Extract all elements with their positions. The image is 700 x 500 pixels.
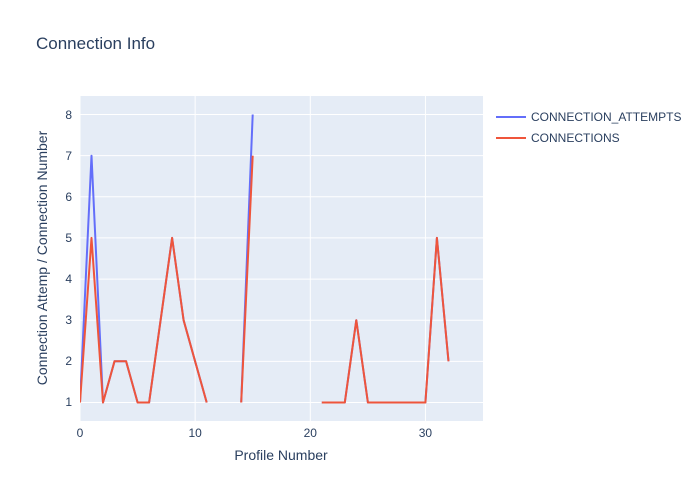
x-tick-label: 10 — [188, 426, 202, 440]
x-axis-title: Profile Number — [234, 447, 328, 463]
legend-swatch-connections — [496, 136, 526, 139]
legend-swatch-connection-attempts — [496, 115, 526, 118]
legend-item-connections[interactable]: CONNECTIONS — [496, 127, 681, 148]
legend-label-connection-attempts: CONNECTION_ATTEMPTS — [531, 109, 682, 124]
legend-item-connection-attempts[interactable]: CONNECTION_ATTEMPTS — [496, 106, 681, 127]
x-tick-label: 0 — [76, 426, 84, 440]
series-line-connections — [240, 155, 254, 403]
y-axis-title: Connection Attemp / Connection Number — [34, 130, 50, 386]
y-tick-label: 8 — [65, 107, 72, 122]
legend-label-connections: CONNECTIONS — [531, 130, 620, 145]
x-tick-label: 20 — [303, 426, 317, 440]
y-tick-label: 7 — [65, 148, 72, 163]
series-line-connections — [80, 236, 208, 404]
y-tick-label: 2 — [65, 354, 72, 369]
y-tick-label: 4 — [65, 272, 72, 287]
series-line-connections — [321, 236, 450, 404]
y-tick-label: 3 — [65, 313, 72, 328]
y-tick-label: 5 — [65, 230, 72, 245]
chart-title: Connection Info — [36, 34, 156, 53]
plot-area — [80, 96, 483, 421]
plot-canvas — [80, 96, 483, 421]
y-tick-label: 6 — [65, 189, 72, 204]
y-tick-label: 1 — [65, 395, 72, 410]
legend: CONNECTION_ATTEMPTS CONNECTIONS — [496, 106, 681, 148]
x-tick-label: 30 — [418, 426, 433, 440]
